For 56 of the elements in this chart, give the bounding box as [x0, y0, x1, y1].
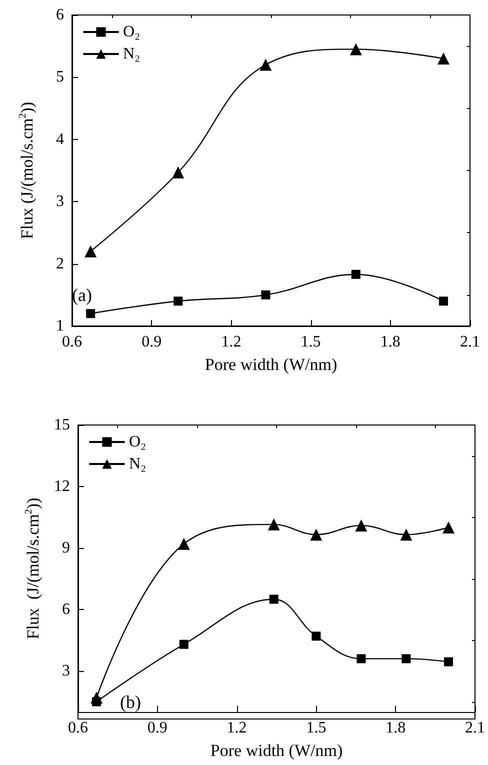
x-tick-label: 1.2 [221, 334, 242, 350]
point [355, 519, 368, 532]
point [84, 245, 97, 258]
point [172, 166, 184, 178]
y-tick-label: 15 [54, 416, 70, 434]
x-tick-label: 1.2 [226, 720, 247, 736]
x-tick-label: 0.6 [62, 334, 82, 350]
point [351, 270, 360, 279]
x-tick-label: 1.5 [306, 720, 326, 736]
point [179, 640, 188, 649]
legend-label: N₂ [123, 46, 140, 62]
point [178, 538, 190, 550]
y-tick-label: 2 [56, 255, 64, 272]
y-axis-title: Flux (J/(mol/s.cm2)) [18, 102, 36, 240]
point [269, 594, 278, 604]
y-tick-label: 4 [56, 130, 64, 148]
point [350, 43, 362, 56]
x-tick-label: 1.8 [380, 334, 400, 350]
x-tick-label: 0.6 [68, 720, 88, 736]
point [90, 692, 103, 704]
annotation: (a) [72, 285, 92, 305]
x-tick-label: 0.9 [147, 720, 168, 736]
point [312, 632, 321, 641]
point [86, 309, 96, 318]
point [310, 528, 322, 541]
point [261, 290, 270, 300]
point [437, 52, 450, 65]
x-tick-label: 2.1 [465, 720, 485, 736]
y-tick-label: 3 [56, 193, 64, 210]
x-tick-label: 1.8 [386, 720, 406, 736]
x-tick-label: 0.9 [142, 334, 162, 350]
y-tick-label: 6 [56, 6, 64, 24]
x-tick-label: 2.1 [460, 334, 480, 350]
y-axis-title: Flux (J/(mol/s.cm2)) [24, 498, 42, 640]
point [400, 528, 412, 541]
y-tick-label: 5 [56, 68, 64, 86]
point [174, 296, 183, 306]
y-tick-label: 6 [62, 601, 70, 618]
legend-label: N₂ [129, 456, 146, 472]
point [438, 296, 448, 306]
point [356, 654, 366, 664]
point [444, 657, 454, 666]
y-tick-label: 1 [56, 318, 64, 334]
point [402, 654, 411, 664]
point [268, 518, 280, 530]
legend-label: O₂ [129, 434, 146, 450]
point [442, 522, 455, 534]
y-tick-label: 12 [54, 478, 70, 495]
legend-label: O₂ [123, 24, 140, 40]
y-tick-label: 9 [62, 540, 70, 556]
x-axis-title: Pore width (W/nm) [210, 741, 343, 760]
x-axis-title: Pore width (W/nm) [204, 355, 338, 374]
point [260, 58, 272, 71]
x-tick-label: 1.5 [300, 334, 321, 350]
annotation: (b) [120, 692, 141, 712]
y-tick-label: 3 [62, 662, 70, 680]
